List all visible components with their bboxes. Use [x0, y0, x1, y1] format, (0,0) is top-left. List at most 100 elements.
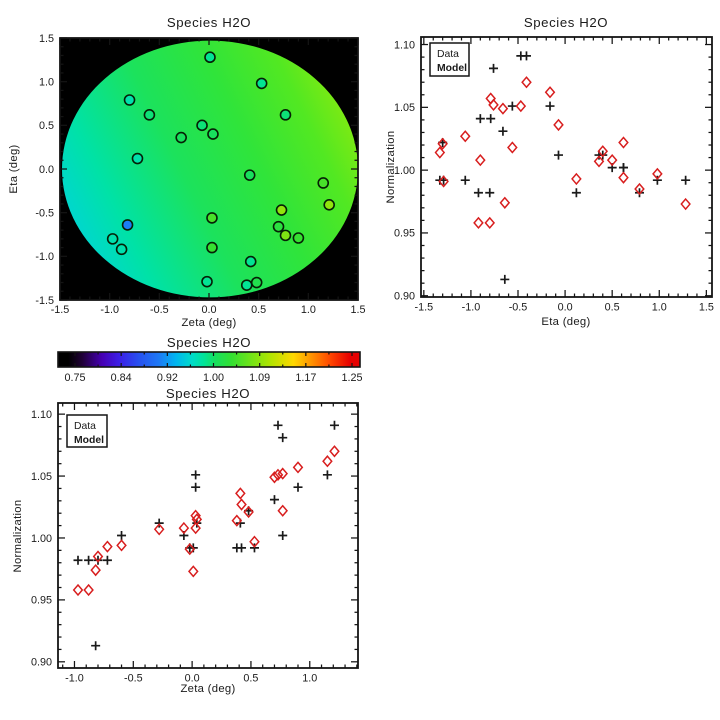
zeta-scatter-y-axis-label: Normalization	[12, 500, 24, 573]
model-point-diamond	[593, 155, 605, 168]
model-point-diamond	[606, 153, 618, 167]
observation-circle	[206, 241, 218, 254]
model-point-diamond	[322, 455, 333, 468]
map-disk-surface	[61, 40, 358, 298]
x-tick-label: 0.0	[558, 302, 573, 314]
x-tick-label: 1.0	[302, 673, 317, 685]
model-point-diamond	[485, 92, 496, 105]
data-point-plus	[652, 175, 662, 185]
colorbar-tick-label: 1.00	[203, 372, 224, 384]
model-point-diamond	[83, 583, 94, 597]
data-point-plus	[571, 188, 581, 198]
model-point-diamond	[190, 521, 201, 535]
eta-scatter-title: Species H2O	[524, 15, 608, 30]
data-point-plus	[681, 175, 691, 185]
data-point-plus	[553, 150, 563, 160]
x-tick-label: -0.5	[150, 304, 169, 316]
model-point-diamond	[178, 521, 190, 535]
x-tick-label: 0.5	[605, 302, 620, 314]
y-tick-label: 1.00	[394, 165, 415, 177]
observation-circle	[201, 275, 213, 288]
data-point-plus	[191, 470, 201, 480]
x-tick-label: -0.5	[124, 673, 143, 685]
model-point-diamond	[499, 196, 511, 209]
data-point-plus	[84, 555, 94, 565]
zeta-scatter-x-axis-label: Zeta (deg)	[180, 683, 235, 695]
zeta-legend-box	[66, 414, 108, 448]
zeta-scatter-axes: -1.0 -0.5 0.0 0.5 1.0 0.90 0.95 1.00 1.05 1.10	[31, 402, 359, 685]
zeta-scatter-points	[72, 420, 340, 651]
map-observation-points	[106, 51, 335, 291]
data-point-plus	[486, 114, 496, 124]
model-point-diamond	[116, 539, 127, 552]
data-point-plus	[634, 188, 644, 198]
observation-circle	[143, 109, 156, 121]
observation-circle	[272, 220, 285, 233]
data-point-plus	[473, 188, 483, 198]
data-point-plus	[618, 163, 628, 173]
x-tick-label: 1.0	[301, 304, 316, 316]
model-point-diamond	[184, 542, 196, 556]
data-point-plus	[475, 114, 485, 124]
y-tick-label: 0.95	[394, 228, 415, 240]
colorbar-panel: Species H2O 0.75 0.84 0.92 1.00 1.09 1.17 1.25	[57, 335, 363, 384]
model-point-diamond	[434, 146, 446, 159]
plot-frame	[420, 36, 713, 298]
data-point-plus	[489, 63, 499, 73]
map-title: Species H2O	[167, 15, 251, 30]
model-point-diamond	[553, 118, 564, 132]
observation-circle	[275, 204, 288, 216]
model-point-diamond	[497, 102, 509, 115]
colorbar-ticks: 0.75 0.84 0.92 1.00 1.09 1.17 1.25	[57, 351, 363, 384]
observation-circle	[279, 229, 292, 242]
observation-circle	[175, 131, 187, 144]
observation-circle	[115, 243, 128, 256]
model-point-diamond	[634, 182, 645, 196]
map-x-axis-label: Zeta (deg)	[181, 317, 236, 329]
eta-scatter-axes: -1.5 -1.0 -0.5 0.0 0.5 1.0 1.5 0.90 0.95 1.00 1.05…	[394, 36, 714, 314]
y-tick-label: 0.95	[31, 595, 52, 607]
data-point-plus	[273, 420, 283, 430]
model-point-diamond	[249, 535, 260, 548]
observation-circle	[323, 199, 335, 211]
colorbar-frame	[57, 351, 361, 368]
colorbar-tick-label: 0.92	[157, 372, 178, 384]
x-tick-label: 0.5	[251, 304, 266, 316]
model-point-diamond	[277, 467, 288, 480]
map-panel: Species H2O -1.5 -1.0 -0.5 0.0 0.5 1.0 1.5-1.5…	[8, 15, 366, 329]
data-point-plus	[102, 555, 112, 565]
colorbar-title: Species H2O	[167, 335, 251, 350]
observation-circle	[240, 279, 253, 291]
zeta-legend-model-label: Model	[74, 435, 104, 446]
eta-legend: Data Model	[429, 42, 470, 77]
x-tick-label: 1.5	[699, 302, 714, 314]
y-tick-label: -0.5	[35, 207, 54, 219]
observation-circle	[243, 169, 256, 181]
x-tick-label: -1.0	[65, 673, 84, 685]
data-point-plus	[293, 482, 303, 492]
map-y-axis-label: Eta (deg)	[8, 144, 20, 193]
eta-legend-data-label: Data	[437, 49, 459, 60]
zeta-scatter-title: Species H2O	[166, 386, 250, 401]
y-tick-label: 1.05	[394, 102, 415, 114]
y-tick-label: 1.05	[31, 471, 52, 483]
y-tick-label: 1.10	[394, 39, 415, 51]
eta-scatter-points	[434, 51, 691, 284]
observation-circle	[106, 233, 119, 245]
data-point-plus	[232, 543, 242, 553]
colorbar-tick-label: 0.84	[111, 372, 132, 384]
x-tick-label: 0.0	[201, 304, 216, 316]
x-tick-label: -1.0	[462, 302, 481, 314]
model-point-diamond	[507, 141, 518, 154]
model-point-diamond	[618, 171, 629, 184]
eta-scatter-x-axis-label: Eta (deg)	[541, 316, 590, 328]
model-point-diamond	[190, 509, 201, 522]
model-point-diamond	[571, 172, 582, 186]
map-axes: -1.5 -1.0 -0.5 0.0 0.5 1.0 1.5 -1.5 -1.0 -0.5 0.0 0…	[35, 33, 365, 316]
x-tick-label: 0.5	[243, 673, 258, 685]
y-tick-label: 0.5	[39, 120, 54, 132]
eta-scatter-panel: Species H2O -1.5 -1.0 -0.5 0.0 0.5 1.0 1.5 0.90…	[385, 15, 714, 328]
data-point-plus	[498, 126, 508, 136]
